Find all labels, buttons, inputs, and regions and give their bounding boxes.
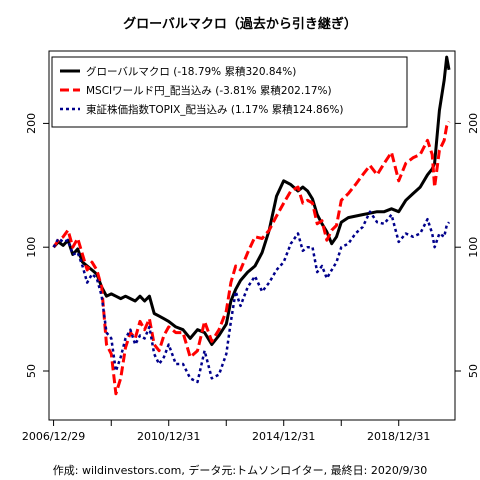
- legend-label-msci-world: MSCIワールド円_配当込み (-3.81% 累積202.17%): [86, 84, 332, 97]
- x-tick-label-2010-12-31: 2010/12/31: [137, 430, 200, 443]
- series-layer: [52, 55, 451, 396]
- y-left-tick-label-200: 200: [25, 113, 38, 134]
- y-left-tick-label-50: 50: [25, 364, 38, 378]
- y-left-tick-label-100: 100: [25, 237, 38, 258]
- series-line-global-macro: [52, 55, 451, 346]
- legend: グローバルマクロ (-18.79% 累積320.84%) MSCIワールド円_配…: [51, 56, 408, 128]
- axis-layer: 2006/12/29 2010/12/31 2014/12/31 2018/12/31…: [22, 113, 480, 443]
- series-line-topix: [52, 210, 451, 384]
- chart-footer: 作成: wildinvestors.com, データ元:トムソンロイター, 最終…: [53, 463, 427, 477]
- legend-label-global-macro: グローバルマクロ (-18.79% 累積320.84%): [86, 65, 296, 78]
- y-right-tick-label-50: 50: [467, 364, 480, 378]
- y-right-tick-label-100: 100: [467, 237, 480, 258]
- legend-box: [51, 56, 408, 128]
- series-line-msci-world: [52, 120, 451, 396]
- x-tick-label-2018-12-31: 2018/12/31: [367, 430, 430, 443]
- legend-label-topix: 東証株価指数TOPIX_配当込み (1.17% 累積124.86%): [86, 103, 344, 116]
- y-right-tick-label-200: 200: [467, 113, 480, 134]
- chart-title: グローバルマクロ（過去から引き継ぎ）: [123, 16, 357, 32]
- x-tick-label-2014-12-31: 2014/12/31: [252, 430, 315, 443]
- x-tick-label-2006-12-29: 2006/12/29: [22, 430, 85, 443]
